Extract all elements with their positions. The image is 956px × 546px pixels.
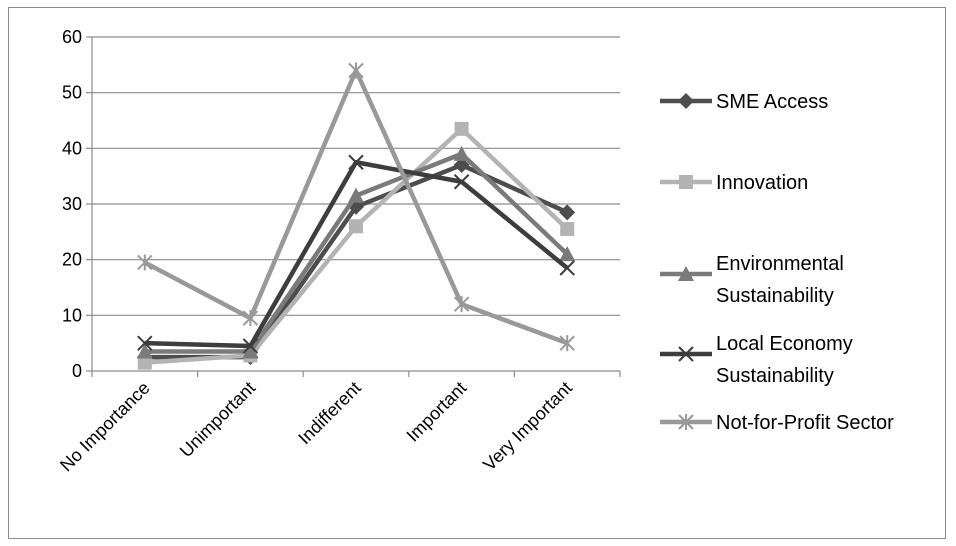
- x-tick-label: No Importance: [56, 378, 154, 476]
- star-marker: [453, 296, 470, 313]
- gridlines: [92, 36, 620, 316]
- legend-item: SME Access: [660, 91, 828, 113]
- x-tick-label: Unimportant: [176, 378, 259, 461]
- series-environmental-sustainability: [136, 145, 576, 359]
- y-tick-label: 50: [62, 83, 82, 103]
- star-marker: [559, 335, 575, 352]
- x-tick-label: Important: [403, 378, 471, 446]
- diamond-marker: [678, 93, 694, 109]
- y-tick-label: 40: [62, 138, 82, 158]
- triangle-marker: [136, 343, 153, 359]
- star-marker: [137, 254, 153, 271]
- triangle-marker: [453, 145, 470, 161]
- legend-label: Not-for-Profit Sector: [716, 412, 894, 434]
- x-marker: [453, 174, 470, 190]
- legend-item: Not-for-Profit Sector: [660, 412, 894, 434]
- triangle-marker: [678, 266, 694, 281]
- legend-item: Innovation: [660, 172, 808, 194]
- series-not-for-profit-sector: [137, 62, 575, 352]
- diamond-marker: [559, 204, 576, 221]
- legend-label: SME Access: [716, 91, 828, 113]
- legend-label: Sustainability: [716, 285, 834, 307]
- legend: SME Access Innovation Environmental Sustain…: [660, 91, 894, 434]
- y-tick-label: 60: [62, 27, 82, 47]
- series-innovation: [137, 121, 575, 370]
- star-marker: [348, 62, 364, 79]
- y-tick-label: 20: [62, 250, 82, 270]
- x-marker: [559, 260, 575, 276]
- square-marker: [679, 175, 693, 189]
- x-marker-stroke: [453, 174, 470, 190]
- x-marker: [678, 346, 694, 362]
- x-tick-label: Very Important: [479, 378, 576, 475]
- legend-item: Local Economy Sustainability: [660, 333, 853, 387]
- y-tick-label: 0: [72, 361, 82, 381]
- square-marker: [454, 121, 469, 136]
- legend-label: Innovation: [716, 172, 808, 194]
- x-marker: [348, 154, 364, 170]
- triangle-marker: [242, 343, 259, 359]
- star-marker: [678, 414, 694, 430]
- x-marker-stroke: [137, 335, 153, 351]
- x-marker-stroke: [559, 260, 575, 276]
- series-local-economy-sustainability: [137, 154, 575, 354]
- x-marker-stroke: [678, 346, 694, 362]
- y-tick-label: 10: [62, 305, 82, 325]
- star-marker: [242, 310, 259, 327]
- diamond-marker: [453, 157, 470, 174]
- x-marker-stroke: [242, 338, 259, 354]
- legend-label: Environmental: [716, 253, 844, 275]
- series-layer: [136, 62, 576, 370]
- square-marker: [560, 222, 575, 237]
- triangle-marker: [348, 187, 364, 203]
- square-marker: [349, 219, 363, 234]
- x-marker: [137, 335, 153, 351]
- legend-label: Sustainability: [716, 365, 834, 387]
- triangle-marker: [559, 246, 576, 262]
- legend-item: Environmental Sustainability: [660, 253, 844, 307]
- legend-label: Local Economy: [716, 333, 853, 355]
- y-tick-label: 30: [62, 194, 82, 214]
- x-tick-label: Indifferent: [294, 378, 365, 449]
- x-marker-stroke: [348, 154, 364, 170]
- square-marker: [137, 355, 152, 370]
- x-marker: [242, 338, 259, 354]
